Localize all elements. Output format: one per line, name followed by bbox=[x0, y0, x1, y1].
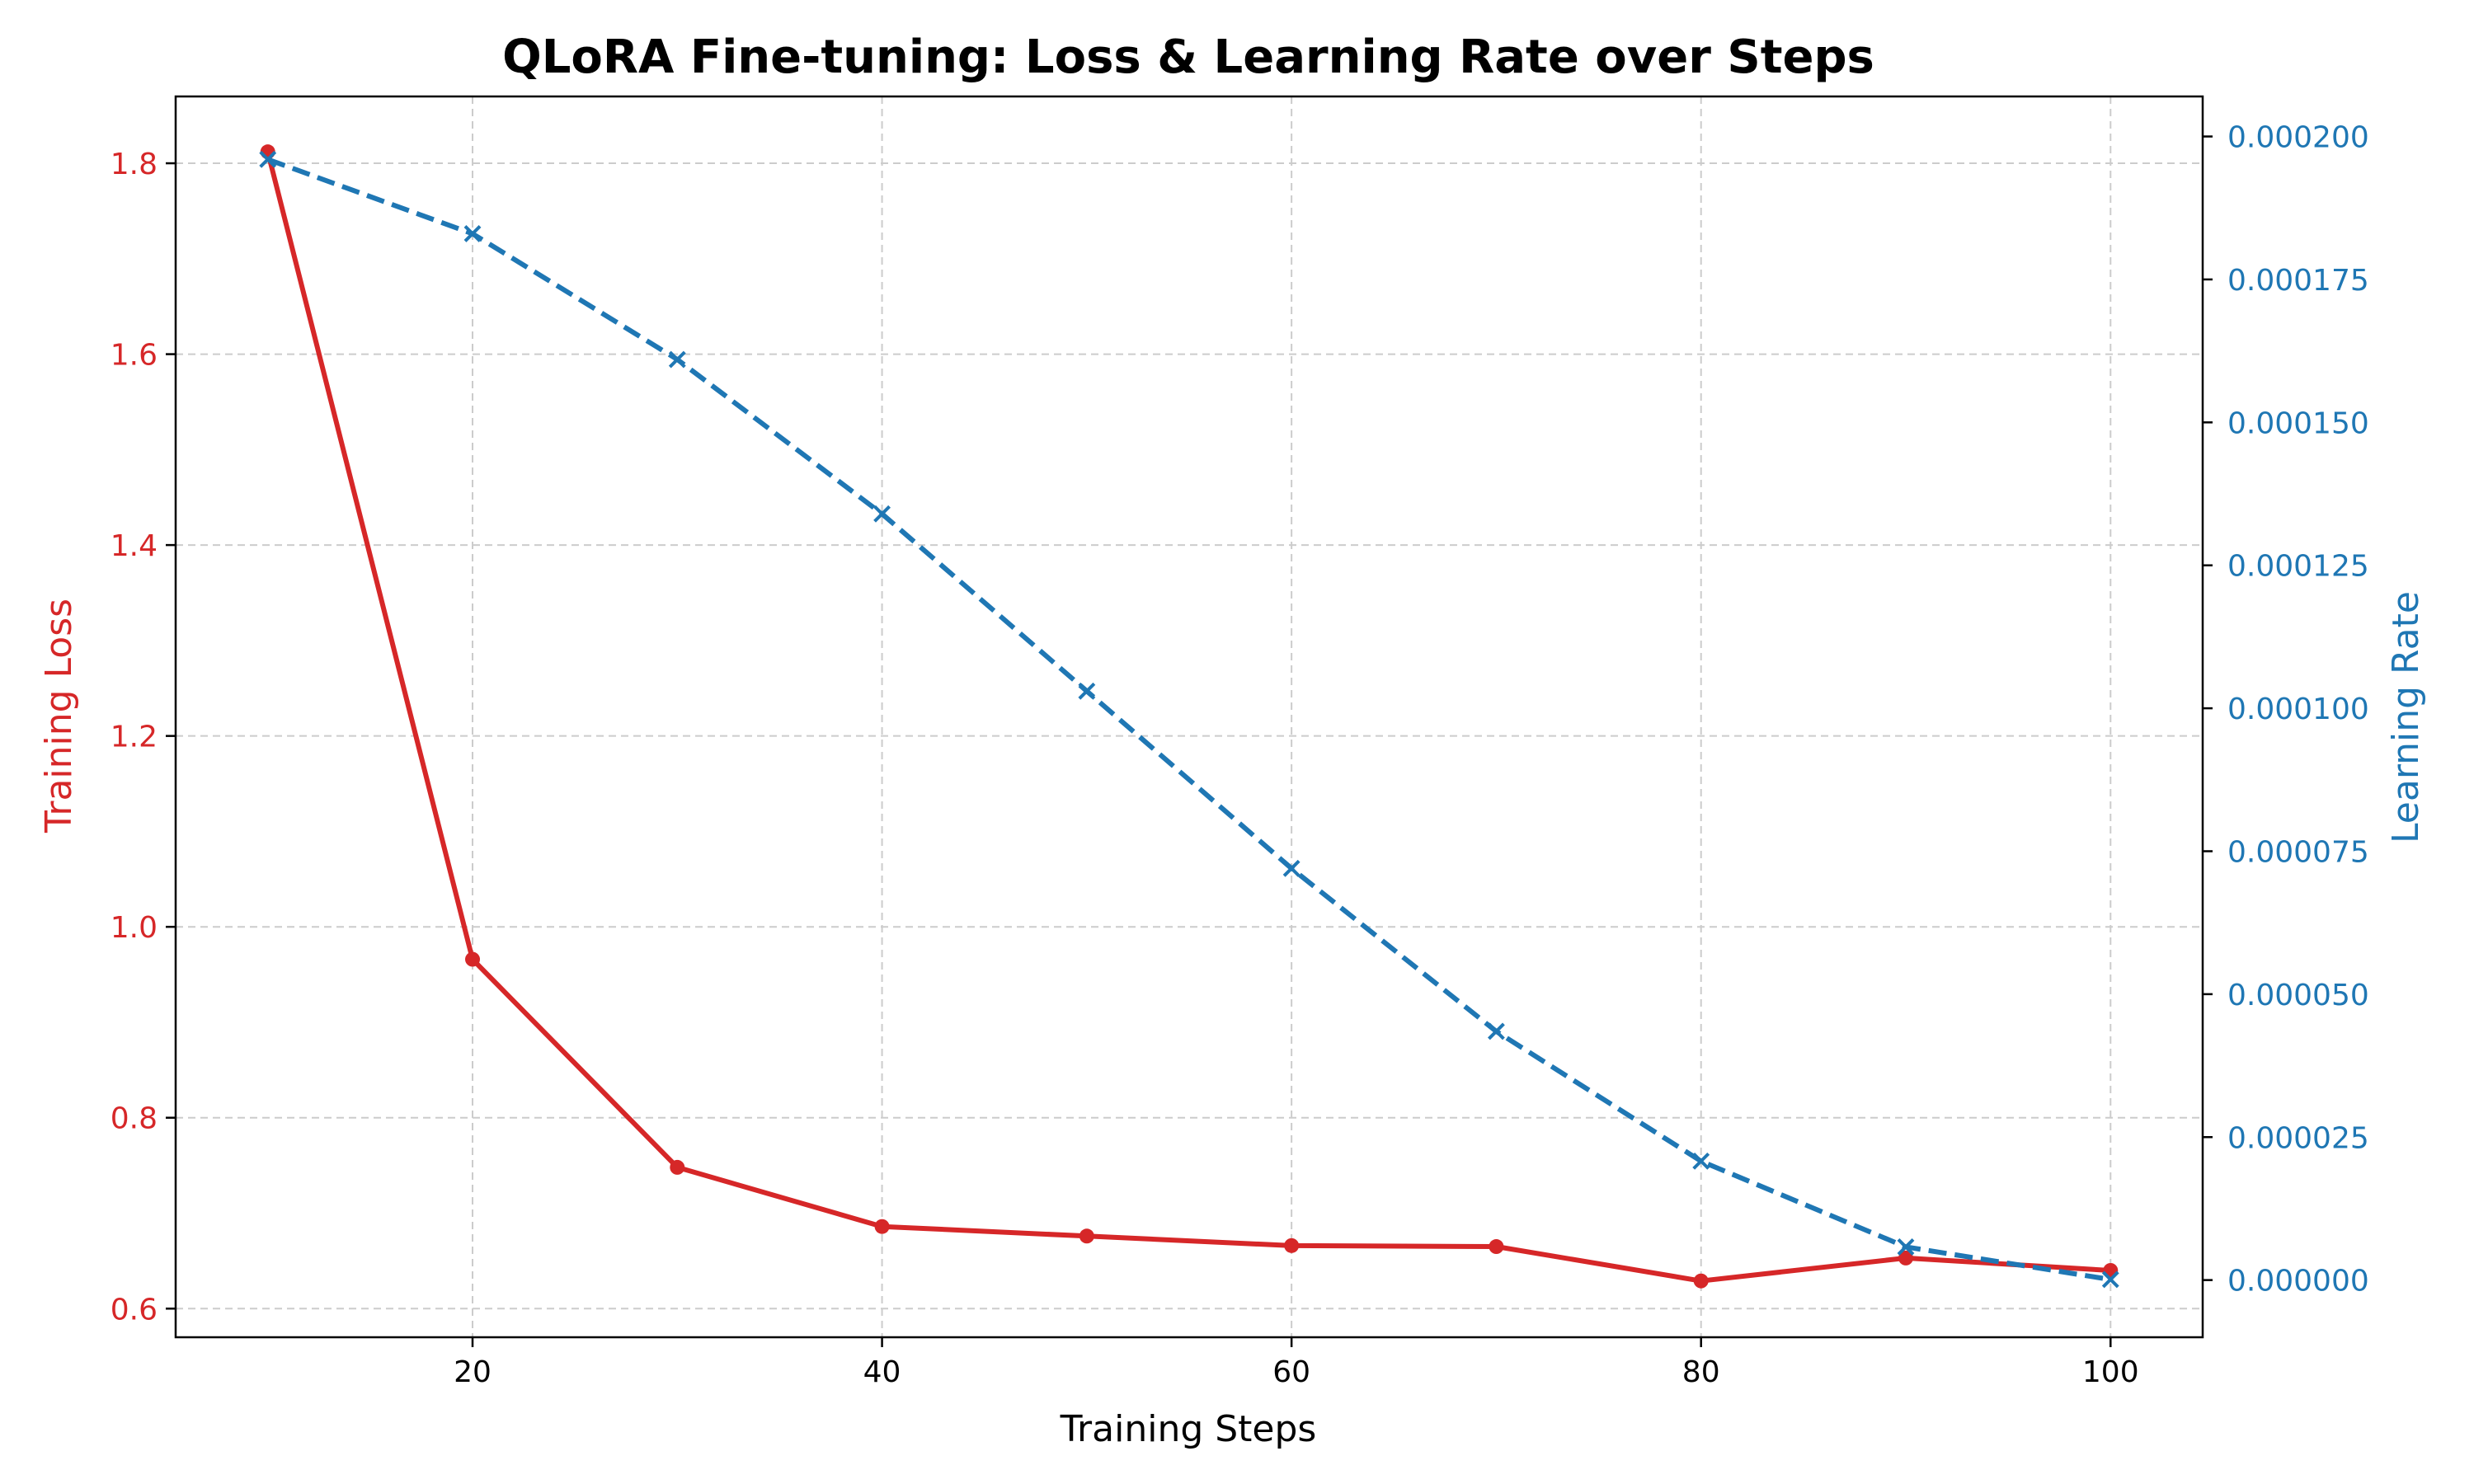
y-right-tick-label: 0.000000 bbox=[2227, 1265, 2369, 1298]
x-tick-label: 20 bbox=[454, 1355, 492, 1389]
lr-point-stroke bbox=[463, 225, 482, 242]
lr-point bbox=[1488, 1022, 1505, 1040]
loss-point bbox=[874, 1219, 890, 1234]
y-right-tick-label: 0.000125 bbox=[2227, 550, 2369, 584]
y-right-tick-label: 0.000025 bbox=[2227, 1121, 2369, 1155]
loss-point bbox=[1284, 1237, 1300, 1253]
y-axis-right-label: Learning Rate bbox=[2385, 591, 2427, 843]
ticks-layer: 20 40 60 80 100 0.6 0.8 1.0 1.2 1.4 1.6 1.8 0.000000… bbox=[111, 121, 2369, 1389]
loss-point bbox=[670, 1159, 685, 1175]
loss-point bbox=[260, 144, 275, 160]
y-left-tick-label: 1.0 bbox=[111, 911, 158, 945]
lr-point-stroke bbox=[668, 350, 686, 369]
series-line-loss bbox=[265, 151, 2111, 1284]
x-tick-label: 40 bbox=[863, 1355, 901, 1389]
y-right-tick-label: 0.000100 bbox=[2227, 693, 2369, 726]
y-left-tick-label: 1.6 bbox=[111, 339, 158, 373]
loss-point bbox=[465, 951, 481, 967]
y-left-tick-label: 1.8 bbox=[111, 148, 158, 181]
y-right-tick-label: 0.000150 bbox=[2227, 406, 2369, 440]
lr-point-stroke bbox=[1488, 1022, 1505, 1040]
x-tick-label: 100 bbox=[2082, 1355, 2139, 1389]
lr-point bbox=[1078, 682, 1096, 700]
loss-point bbox=[1489, 1239, 1504, 1255]
lr-point bbox=[259, 150, 277, 168]
x-tick-label: 80 bbox=[1682, 1355, 1720, 1389]
lr-point bbox=[1692, 1152, 1710, 1170]
lr-point-stroke bbox=[2101, 1270, 2119, 1289]
y-left-tick-label: 1.2 bbox=[111, 721, 158, 754]
series-layer bbox=[259, 144, 2119, 1289]
plot-frame bbox=[174, 95, 2204, 1339]
loss-point bbox=[1898, 1250, 1913, 1266]
lr-point-stroke bbox=[259, 150, 277, 168]
lr-point-stroke bbox=[1078, 682, 1096, 700]
lr-point bbox=[463, 225, 482, 242]
y-right-tick-label: 0.000175 bbox=[2227, 264, 2369, 298]
y-left-tick-label: 0.6 bbox=[111, 1293, 158, 1327]
series-line-lr bbox=[266, 157, 2111, 1282]
loss-point bbox=[1079, 1228, 1094, 1244]
grid bbox=[176, 96, 2203, 1337]
y-right-tick-label: 0.000200 bbox=[2227, 121, 2369, 155]
lr-point bbox=[668, 350, 686, 369]
x-tick-label: 60 bbox=[1272, 1355, 1310, 1389]
lr-point bbox=[1282, 859, 1300, 877]
x-axis-label: Training Steps bbox=[1060, 1408, 1317, 1450]
lr-point bbox=[873, 505, 891, 523]
loss-point bbox=[1693, 1273, 1709, 1289]
lr-point bbox=[2101, 1270, 2119, 1289]
lr-point bbox=[1897, 1238, 1915, 1256]
y-right-tick-label: 0.000050 bbox=[2227, 979, 2369, 1012]
y-left-tick-label: 0.8 bbox=[111, 1102, 158, 1136]
y-left-tick-label: 1.4 bbox=[111, 529, 158, 563]
chart-title: QLoRA Fine-tuning: Loss & Learning Rate … bbox=[502, 31, 1874, 84]
y-right-tick-label: 0.000075 bbox=[2227, 835, 2369, 869]
y-axis-left-label: Training Loss bbox=[38, 599, 80, 834]
lr-point-stroke bbox=[1282, 859, 1300, 877]
lr-point-stroke bbox=[873, 505, 891, 523]
lr-point-stroke bbox=[1897, 1238, 1915, 1256]
lr-point-stroke bbox=[1692, 1152, 1710, 1170]
